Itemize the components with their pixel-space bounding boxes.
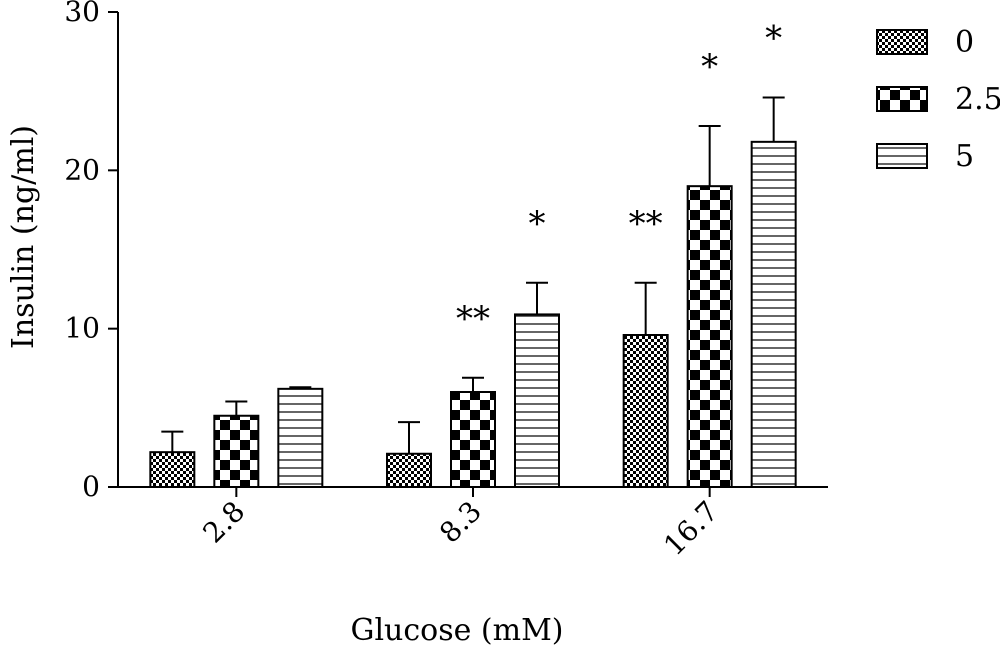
y-axis-label: Insulin (ng/ml): [6, 125, 41, 349]
legend-label: 0: [955, 25, 974, 60]
legend-swatch: [876, 29, 928, 55]
legend: 02.55: [876, 25, 1000, 174]
significance-mark: *: [765, 19, 782, 59]
y-tick-label: 30: [64, 0, 100, 28]
bar: [213, 414, 260, 488]
significance-mark: **: [456, 299, 490, 339]
significance-mark: **: [629, 204, 663, 244]
significance-marks: *** ****: [456, 19, 782, 339]
y-tick-label: 20: [64, 153, 100, 186]
x-tick-label: 16.7: [657, 495, 724, 562]
bars: [149, 140, 797, 489]
bar: [622, 334, 669, 488]
bar: [450, 391, 496, 488]
legend-swatch: [876, 86, 928, 112]
legend-label: 2.5: [955, 82, 1000, 117]
legend-label: 5: [955, 139, 974, 174]
bar: [277, 387, 324, 489]
x-tick-label: 2.8: [196, 495, 251, 550]
legend-swatch: [876, 143, 928, 169]
bar: [386, 452, 432, 488]
bar: [514, 313, 560, 488]
y-tick-label: 10: [64, 312, 100, 345]
error-bars: [161, 96, 785, 454]
x-tick-label: 8.3: [433, 495, 488, 550]
x-axis-label: Glucose (mM): [350, 613, 563, 648]
x-ticks: 2.8 8.3 16.7: [196, 487, 725, 562]
significance-mark: *: [529, 204, 546, 244]
y-tick-label: 0: [82, 470, 100, 503]
y-ticks: 0 10 20 30: [64, 0, 118, 503]
significance-mark: *: [701, 47, 718, 87]
bar: [750, 140, 797, 488]
bar: [686, 185, 733, 489]
bar: [149, 451, 196, 488]
